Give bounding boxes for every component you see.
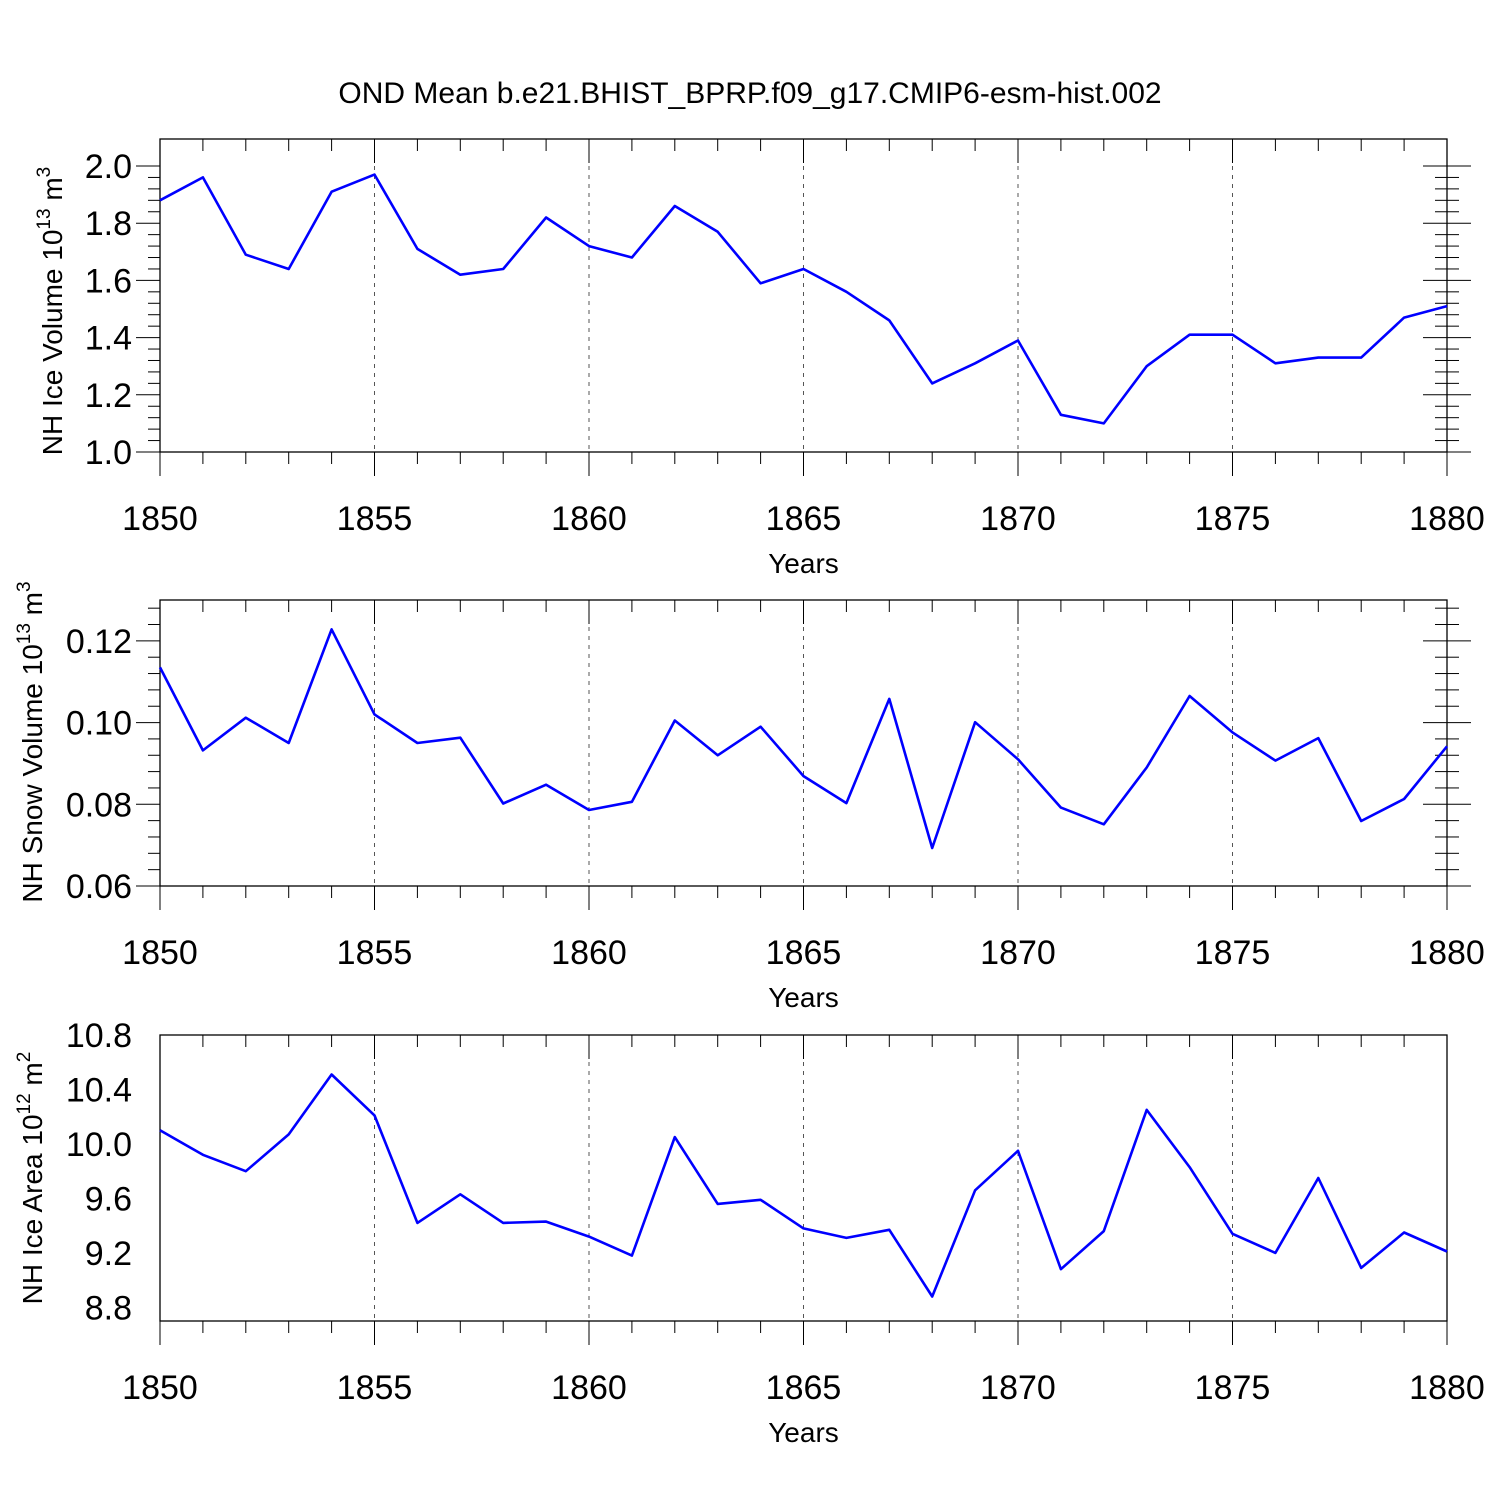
- x-tick-label: 1855: [337, 934, 413, 972]
- chart-panel-3: 8.8 9.2 9.6 10.0 10.4 10.8 1850 1855 1860 1865 187…: [14, 1017, 1485, 1448]
- y-tick-label: 9.2: [85, 1235, 132, 1273]
- y-tick-label: 1.0: [85, 434, 132, 472]
- y-tick-label: 0.06: [66, 868, 132, 906]
- x-axis-label: Years: [768, 982, 839, 1013]
- x-tick-label: 1875: [1195, 500, 1271, 538]
- x-tick-label: 1870: [980, 934, 1056, 972]
- y-axis-label: NH Ice Area 1012 m2: [14, 1052, 48, 1305]
- y-tick-label: 0.10: [66, 705, 132, 743]
- x-tick-label: 1860: [551, 934, 627, 972]
- chart-panel-2: 0.06 0.08 0.10 0.12 1850 1855 1860 1865 1870 1875…: [14, 581, 1485, 1013]
- x-tick-label: 1880: [1409, 934, 1485, 972]
- x-tick-label: 1875: [1195, 1369, 1271, 1407]
- x-tick-label: 1865: [766, 1369, 842, 1407]
- y-tick-label: 0.08: [66, 786, 132, 824]
- x-tick-label: 1880: [1409, 500, 1485, 538]
- x-tick-label: 1855: [337, 500, 413, 538]
- x-tick-label: 1870: [980, 1369, 1056, 1407]
- y-tick-label: 1.6: [85, 262, 132, 300]
- y-tick-label: 10.0: [66, 1126, 132, 1164]
- x-tick-label: 1850: [122, 934, 198, 972]
- x-axis-label: Years: [768, 1417, 839, 1448]
- x-tick-label: 1850: [122, 1369, 198, 1407]
- x-axis-label: Years: [768, 548, 839, 579]
- y-tick-label: 0.12: [66, 623, 132, 661]
- x-tick-label: 1860: [551, 500, 627, 538]
- x-tick-label: 1880: [1409, 1369, 1485, 1407]
- y-tick-label: 1.4: [85, 320, 132, 358]
- y-tick-label: 10.4: [66, 1071, 132, 1109]
- x-tick-label: 1875: [1195, 934, 1271, 972]
- chart-panel-1: 1.0 1.2 1.4 1.6 1.8 2.0 1850 1855 1860 1865 1870 18…: [34, 138, 1485, 579]
- x-tick-label: 1865: [766, 500, 842, 538]
- y-axis-label: NH Snow Volume 1013 m3: [14, 581, 48, 902]
- y-tick-label: 2.0: [85, 148, 132, 186]
- y-tick-label: 8.8: [85, 1289, 132, 1327]
- x-tick-label: 1850: [122, 500, 198, 538]
- y-tick-label: 9.6: [85, 1180, 132, 1218]
- y-tick-label: 1.8: [85, 205, 132, 243]
- y-axis-label: NH Ice Volume 1013 m3: [34, 167, 68, 456]
- y-tick-label: 1.2: [85, 377, 132, 415]
- x-tick-label: 1870: [980, 500, 1056, 538]
- chart-title: OND Mean b.e21.BHIST_BPRP.f09_g17.CMIP6-…: [338, 77, 1161, 110]
- y-tick-label: 10.8: [66, 1017, 132, 1055]
- x-tick-label: 1860: [551, 1369, 627, 1407]
- x-tick-label: 1855: [337, 1369, 413, 1407]
- x-tick-label: 1865: [766, 934, 842, 972]
